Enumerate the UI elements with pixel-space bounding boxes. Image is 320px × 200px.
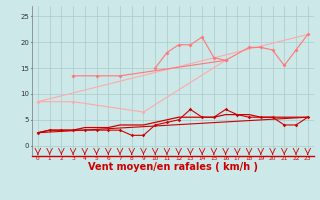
X-axis label: Vent moyen/en rafales ( km/h ): Vent moyen/en rafales ( km/h )	[88, 162, 258, 172]
